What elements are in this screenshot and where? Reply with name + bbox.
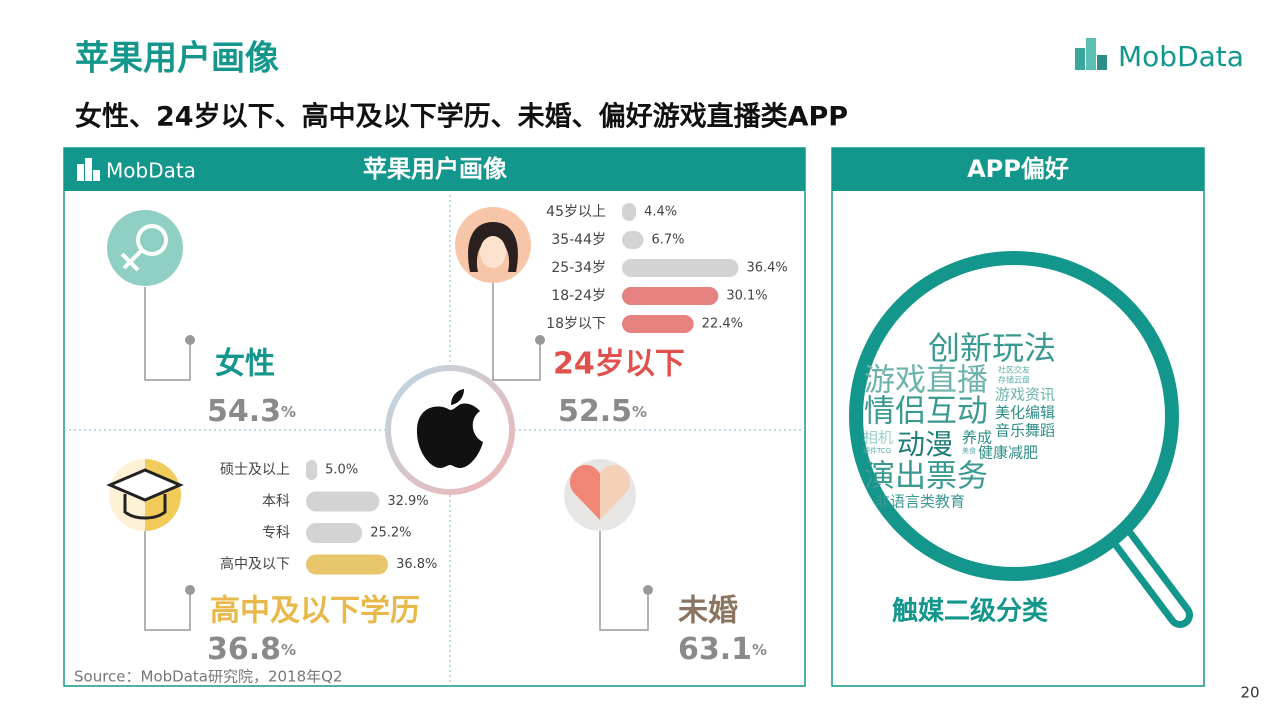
venus-ring bbox=[136, 224, 168, 256]
logo-text: MobData bbox=[1118, 40, 1244, 73]
panel-logo-icon bbox=[93, 170, 100, 181]
connector-dot bbox=[643, 585, 653, 595]
venus-cross bbox=[120, 252, 140, 272]
bar-category: 本科 bbox=[262, 494, 290, 510]
segment-value-unit: % bbox=[752, 641, 767, 659]
panel-title: APP偏好 bbox=[967, 155, 1069, 183]
segment-value-number: 63.1 bbox=[678, 632, 752, 667]
segment-value-number: 52.5 bbox=[558, 394, 632, 429]
segment-label: 高中及以下学历 bbox=[210, 594, 420, 629]
segment-value-unit: % bbox=[281, 641, 296, 659]
connector bbox=[599, 531, 649, 631]
bar bbox=[622, 315, 694, 333]
bar-category: 35-44岁 bbox=[551, 232, 606, 248]
apple-icon bbox=[416, 403, 483, 468]
connector-dot bbox=[535, 335, 545, 345]
bar-category: 硕士及以上 bbox=[220, 462, 290, 478]
segment-value-number: 36.8 bbox=[207, 632, 281, 667]
logo-icon bbox=[1075, 48, 1085, 70]
source: Source：MobData研究院，2018年Q2 bbox=[74, 668, 343, 686]
heart-right bbox=[600, 464, 631, 520]
cloud-word: 相机 bbox=[863, 429, 893, 447]
cloud-word: 健康减肥 bbox=[978, 444, 1038, 462]
panel-header bbox=[64, 148, 805, 191]
panel-header bbox=[832, 148, 1204, 191]
bar-value-label: 25.2% bbox=[370, 526, 411, 541]
connector bbox=[144, 287, 191, 381]
bar-category: 专科 bbox=[262, 525, 290, 541]
segment-value: 52.5% bbox=[558, 394, 647, 429]
bar-category: 45岁以上 bbox=[546, 204, 606, 220]
gender-icon bbox=[107, 210, 183, 286]
segment-value-number: 54.3 bbox=[207, 394, 281, 429]
panel-logo-icon bbox=[85, 158, 92, 181]
apple-leaf bbox=[451, 389, 464, 405]
venus-stem bbox=[122, 248, 144, 270]
logo-icon bbox=[1097, 55, 1107, 70]
cloud-word: 演出票务 bbox=[864, 459, 988, 495]
bar bbox=[622, 259, 739, 277]
bar bbox=[306, 523, 363, 543]
cloud-word: 音乐舞蹈 bbox=[995, 422, 1055, 440]
bar-value-label: 5.0% bbox=[325, 463, 358, 478]
cap-base bbox=[123, 494, 167, 520]
segment-value: 36.8% bbox=[207, 632, 296, 667]
bar bbox=[306, 491, 380, 512]
heart-left bbox=[569, 464, 600, 520]
bar bbox=[622, 287, 719, 305]
slide-title: 苹果用户画像 bbox=[75, 39, 279, 79]
cloud-word: 非语言类教育 bbox=[875, 493, 965, 511]
bar bbox=[306, 554, 389, 575]
cloud-word: 硬件TCG bbox=[863, 446, 891, 455]
segment-value: 63.1% bbox=[678, 632, 767, 667]
cloud-word: 美化编辑 bbox=[995, 404, 1055, 422]
bar-value-label: 32.9% bbox=[387, 494, 428, 509]
bar-category: 18岁以下 bbox=[546, 316, 606, 332]
segment-value-unit: % bbox=[281, 403, 296, 421]
cloud-word: 美食 bbox=[962, 446, 976, 455]
segment-label: 女性 bbox=[215, 347, 275, 382]
logo-icon bbox=[1086, 38, 1096, 70]
cloud-word: 游戏资讯 bbox=[995, 386, 1055, 404]
connector bbox=[492, 283, 541, 381]
bar-value-label: 4.4% bbox=[644, 205, 677, 220]
connector bbox=[144, 531, 191, 631]
cloud-word: 游戏直播 bbox=[864, 363, 988, 399]
avatar-face bbox=[480, 236, 506, 268]
panel-caption: 触媒二级分类 bbox=[892, 596, 1048, 627]
bar-category: 18-24岁 bbox=[551, 288, 606, 304]
segment-value: 54.3% bbox=[207, 394, 296, 429]
bar-value-label: 30.1% bbox=[726, 289, 767, 304]
cloud-word: 创新玩法 bbox=[928, 329, 1056, 367]
panel-logo-icon bbox=[77, 164, 84, 181]
cloud-word: 存储云盘 bbox=[998, 375, 1030, 385]
bar-value-label: 36.4% bbox=[746, 261, 787, 276]
bar bbox=[622, 231, 644, 249]
panel-title: 苹果用户画像 bbox=[363, 155, 508, 183]
cloud-word: 社区交友 bbox=[998, 365, 1030, 375]
magnifier-lens bbox=[849, 251, 1179, 581]
bar-category: 高中及以下 bbox=[220, 556, 290, 573]
connector-dot bbox=[185, 335, 195, 345]
avatar-hair bbox=[468, 222, 518, 272]
slide-subtitle: 女性、24岁以下、高中及以下学历、未婚、偏好游戏直播类APP bbox=[75, 101, 848, 133]
segment-label: 24岁以下 bbox=[553, 347, 685, 382]
bar-value-label: 6.7% bbox=[651, 233, 684, 248]
segment-value-unit: % bbox=[632, 403, 647, 421]
connector-dot bbox=[185, 585, 195, 595]
cloud-word: 养成 bbox=[962, 429, 992, 447]
bar bbox=[622, 203, 637, 221]
cloud-word: 情侣互动 bbox=[864, 394, 988, 430]
panel-logo: MobData bbox=[106, 159, 196, 183]
bar-value-label: 22.4% bbox=[702, 317, 743, 332]
page-number: 20 bbox=[1240, 684, 1259, 702]
cloud-word: 动漫 bbox=[897, 428, 953, 461]
segment-label: 未婚 bbox=[678, 594, 738, 629]
bar bbox=[306, 460, 318, 480]
bar-value-label: 36.8% bbox=[396, 557, 437, 572]
cap-board bbox=[106, 468, 184, 502]
bar-category: 25-34岁 bbox=[551, 260, 606, 276]
